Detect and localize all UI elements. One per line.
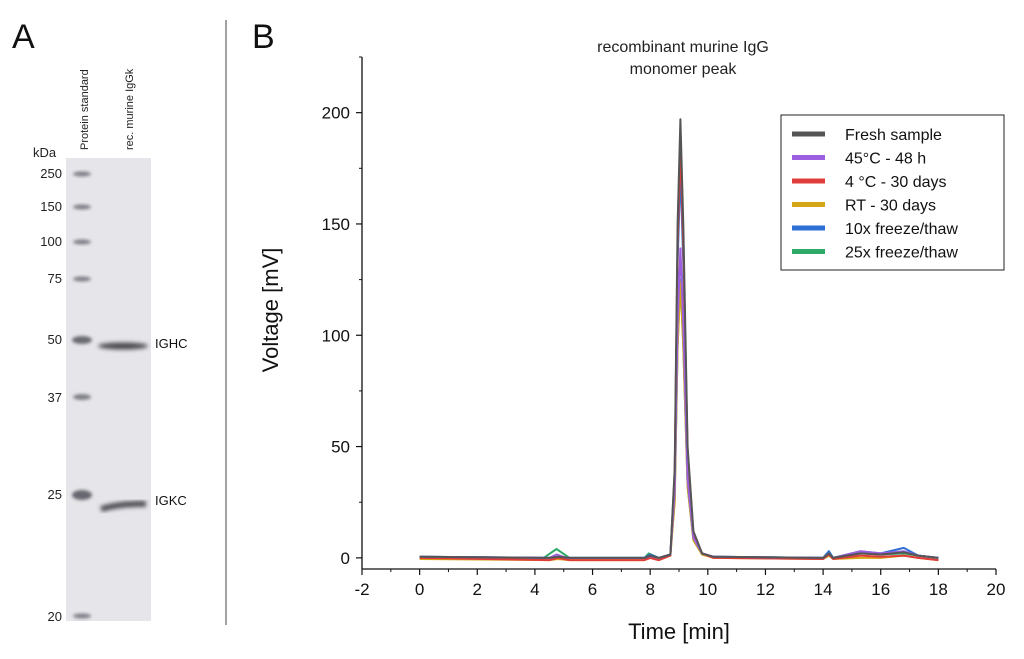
marker-label-150: 150 <box>40 199 62 214</box>
ladder-band-20 <box>73 613 91 619</box>
x-tick-label: 2 <box>473 580 482 599</box>
x-tick-label: 14 <box>814 580 833 599</box>
x-tick-label: 0 <box>415 580 424 599</box>
lane-label-standard: Protein standard <box>79 69 91 150</box>
marker-label-250: 250 <box>40 166 62 181</box>
kda-unit-label: kDa <box>33 145 57 160</box>
series-line-45-c-48-h <box>419 247 939 559</box>
ladder-bands <box>72 171 92 619</box>
band-label-ighc: IGHC <box>155 336 188 351</box>
ladder-band-75 <box>73 276 91 282</box>
legend-label-rt-30-days: RT - 30 days <box>845 198 936 215</box>
marker-label-20: 20 <box>48 609 62 624</box>
legend-label-45-c-48-h: 45°C - 48 h <box>845 151 926 168</box>
marker-label-25: 25 <box>48 487 62 502</box>
legend-box <box>780 114 1005 271</box>
sample-band-heavy-chain <box>98 342 148 350</box>
panel-b-letter: B <box>252 18 275 56</box>
ladder-band-250 <box>73 171 91 177</box>
ladder-band-37 <box>73 394 91 400</box>
chart-title-line-1: recombinant murine IgG <box>597 39 769 56</box>
ladder-band-25 <box>72 490 92 500</box>
x-tick-label: 18 <box>929 580 948 599</box>
marker-label-50: 50 <box>48 332 62 347</box>
y-axis-title: Voltage [mV] <box>258 248 283 373</box>
y-tick-label: 50 <box>331 438 350 457</box>
chart-title-line-2: monomer peak <box>630 61 738 78</box>
series-group <box>419 118 939 562</box>
gel-image <box>66 158 151 621</box>
legend: Fresh sample 45°C - 48 h 4 °C - 30 days RT … <box>780 114 1005 271</box>
legend-label-4-c-30-days: 4 °C - 30 days <box>845 174 947 191</box>
marker-label-100: 100 <box>40 234 62 249</box>
x-tick-label: 16 <box>871 580 890 599</box>
legend-label-10x-freeze-thaw: 10x freeze/thaw <box>845 221 958 238</box>
series-line-fresh-sample <box>419 118 939 559</box>
band-label-igkc: IGKC <box>155 493 187 508</box>
x-tick-label: 12 <box>756 580 775 599</box>
lane-label-sample: rec. murine IgGk <box>124 68 136 150</box>
ladder-band-150 <box>73 204 91 210</box>
x-tick-label: 6 <box>588 580 597 599</box>
marker-label-37: 37 <box>48 390 62 405</box>
y-tick-label: 150 <box>322 215 350 234</box>
panel-a-letter: A <box>12 18 35 56</box>
y-tick-label: 0 <box>341 549 350 568</box>
legend-label-25x-freeze-thaw: 25x freeze/thaw <box>845 245 958 262</box>
ladder-band-50 <box>72 336 92 344</box>
marker-label-75: 75 <box>48 271 62 286</box>
y-tick-label: 100 <box>322 326 350 345</box>
x-tick-label: -2 <box>354 580 369 599</box>
x-tick-label: 8 <box>645 580 654 599</box>
x-tick-label: 10 <box>698 580 717 599</box>
ladder-band-100 <box>73 239 91 245</box>
series-line-rt-30-days <box>419 280 939 562</box>
y-tick-label: 200 <box>322 104 350 123</box>
marker-labels: 250 150 100 75 50 37 25 20 <box>40 166 62 624</box>
sample-band-light-chain <box>100 500 147 512</box>
x-tick-label: 4 <box>530 580 539 599</box>
x-axis-title: Time [min] <box>628 619 730 644</box>
legend-label-fresh-sample: Fresh sample <box>845 127 942 144</box>
x-tick-label: 20 <box>987 580 1006 599</box>
